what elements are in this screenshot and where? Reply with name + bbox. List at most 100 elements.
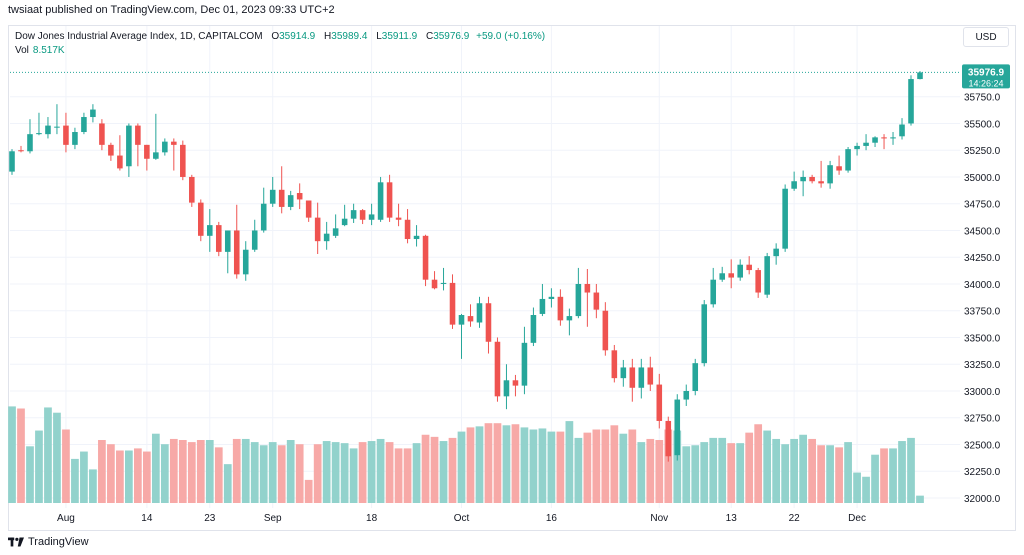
candle-body[interactable] [710, 279, 717, 305]
candle-body[interactable] [818, 181, 824, 184]
candle-body[interactable] [215, 225, 222, 252]
candle-body[interactable] [431, 279, 438, 289]
candle-body[interactable] [359, 210, 366, 220]
candle-body[interactable] [782, 188, 788, 249]
candle-body[interactable] [890, 137, 896, 139]
candle-body[interactable] [773, 248, 779, 257]
candle-body[interactable] [422, 235, 429, 280]
candle-body[interactable] [99, 123, 105, 145]
candle-body[interactable] [629, 367, 636, 388]
candle-body[interactable] [81, 117, 87, 133]
candle-body[interactable] [117, 155, 123, 169]
candle-body[interactable] [45, 125, 51, 135]
candle-body[interactable] [512, 380, 519, 386]
candle-body[interactable] [557, 296, 564, 321]
candle-body[interactable] [701, 304, 708, 364]
candle-body[interactable] [755, 270, 761, 293]
candle-body[interactable] [440, 282, 447, 284]
candle-body[interactable] [449, 282, 456, 325]
candle-body[interactable] [584, 283, 591, 293]
candle-body[interactable] [36, 133, 42, 135]
candle-body[interactable] [656, 384, 663, 421]
candle-body[interactable] [692, 363, 699, 391]
candle-body[interactable] [27, 134, 33, 152]
candle-body[interactable] [665, 420, 672, 457]
candle-body[interactable] [872, 137, 878, 143]
candle-body[interactable] [162, 141, 168, 153]
candle-body[interactable] [566, 316, 573, 321]
currency-button[interactable]: USD [963, 27, 1009, 47]
candle-body[interactable] [332, 228, 339, 236]
candle-body[interactable] [476, 303, 483, 323]
candle-body[interactable] [458, 315, 465, 325]
candle-body[interactable] [809, 176, 815, 182]
candle-body[interactable] [899, 124, 905, 137]
candle-body[interactable] [350, 210, 357, 219]
candle-body[interactable] [233, 230, 240, 275]
candle-body[interactable] [305, 200, 312, 218]
candle-body[interactable] [108, 144, 114, 156]
candle-body[interactable] [269, 189, 276, 204]
candle-body[interactable] [341, 218, 348, 226]
candle-body[interactable] [530, 315, 537, 343]
candle-body[interactable] [377, 182, 384, 220]
footer-brand[interactable]: TradingView [8, 536, 89, 548]
candle-body[interactable] [719, 273, 726, 280]
candle-body[interactable] [881, 137, 887, 139]
candle-body[interactable] [386, 182, 393, 218]
candle-body[interactable] [9, 151, 15, 172]
candle-body[interactable] [90, 109, 96, 118]
candle-body[interactable] [18, 150, 24, 152]
candle-body[interactable] [494, 341, 501, 397]
candle-body[interactable] [683, 390, 690, 400]
candle-body[interactable] [503, 380, 510, 397]
candle-body[interactable] [171, 141, 177, 145]
candle-body[interactable] [728, 273, 734, 278]
candle-body[interactable] [908, 79, 914, 124]
candle-body[interactable] [467, 316, 474, 322]
candle-body[interactable] [827, 165, 833, 184]
candle-body[interactable] [189, 176, 195, 203]
candle-body[interactable] [278, 189, 285, 207]
candle-body[interactable] [638, 367, 645, 388]
candle-body[interactable] [224, 230, 231, 252]
candle-body[interactable] [135, 125, 141, 145]
candle-body[interactable] [126, 125, 132, 167]
candle-body[interactable] [620, 367, 627, 379]
candle-body[interactable] [242, 249, 249, 275]
candle-body[interactable] [836, 166, 842, 171]
candle-body[interactable] [144, 144, 150, 159]
candle-body[interactable] [548, 296, 555, 299]
candle-body[interactable] [260, 203, 267, 231]
candle-body[interactable] [854, 145, 860, 150]
candle-body[interactable] [764, 256, 770, 295]
candle-body[interactable] [611, 350, 618, 379]
candle-body[interactable] [647, 367, 654, 385]
candle-body[interactable] [485, 303, 492, 342]
candle-body[interactable] [287, 195, 294, 207]
candle-body[interactable] [800, 176, 806, 182]
candle-body[interactable] [602, 310, 609, 351]
candle-body[interactable] [395, 217, 402, 220]
candle-body[interactable] [323, 233, 330, 242]
candle-body[interactable] [63, 125, 69, 145]
candle-body[interactable] [314, 217, 321, 242]
candle-body[interactable] [153, 152, 159, 159]
candle-body[interactable] [296, 193, 303, 200]
candle-body[interactable] [180, 144, 186, 177]
candle-body[interactable] [251, 230, 258, 250]
candle-body[interactable] [746, 264, 752, 271]
candle-body[interactable] [539, 298, 546, 314]
candle-body[interactable] [791, 181, 797, 189]
candle-body[interactable] [845, 149, 851, 171]
candle-body[interactable] [593, 292, 600, 310]
candle-body[interactable] [737, 264, 743, 278]
candle-body[interactable] [863, 142, 869, 146]
candle-body[interactable] [413, 235, 420, 240]
candle-body[interactable] [575, 283, 582, 317]
candle-body[interactable] [674, 399, 681, 456]
candle-body[interactable] [404, 219, 411, 240]
candle-body[interactable] [72, 132, 78, 145]
candle-body[interactable] [917, 72, 923, 80]
